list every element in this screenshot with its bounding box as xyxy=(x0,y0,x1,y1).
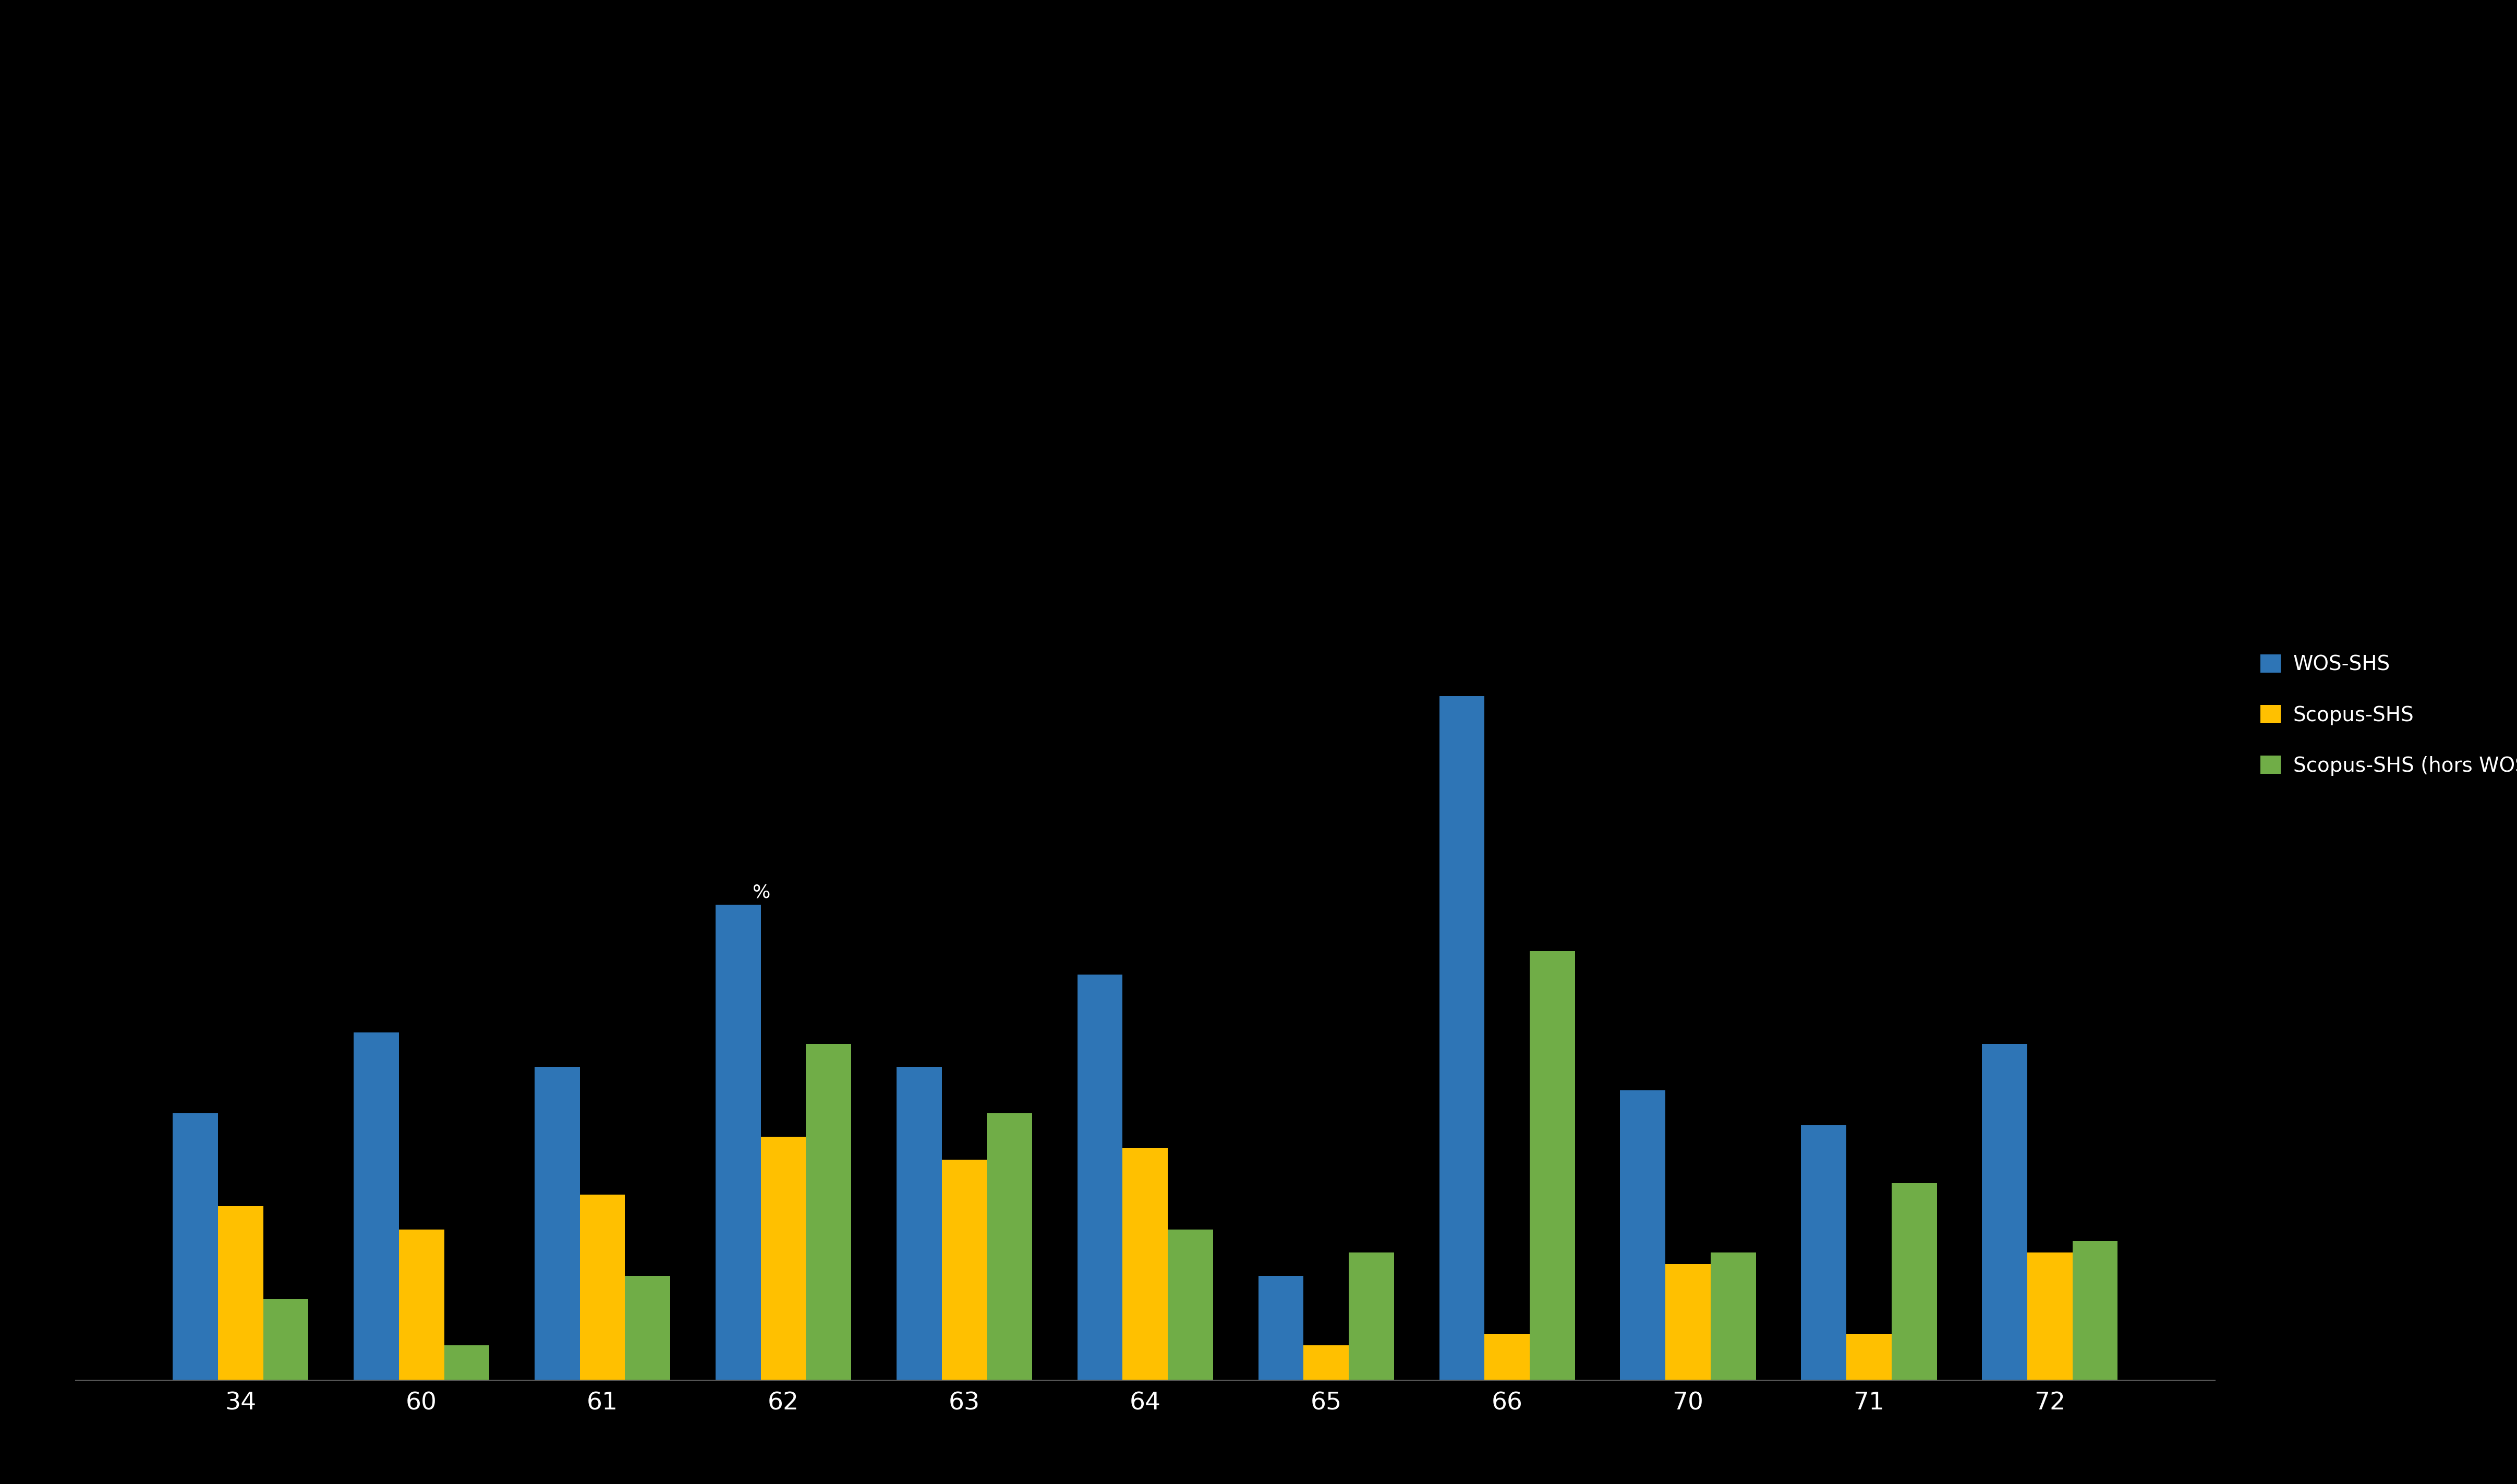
Bar xyxy=(398,1229,443,1380)
Bar xyxy=(534,1067,579,1380)
Legend: WOS-SHS, Scopus-SHS, Scopus-SHS (hors WOS-SHS): WOS-SHS, Scopus-SHS, Scopus-SHS (hors WO… xyxy=(2255,649,2517,782)
Bar xyxy=(1304,1346,1349,1380)
Bar xyxy=(1802,1125,1847,1380)
Bar xyxy=(805,1043,851,1380)
Bar xyxy=(2071,1241,2117,1380)
Bar xyxy=(1847,1334,1893,1380)
Bar xyxy=(1893,1183,1936,1380)
Bar xyxy=(1123,1149,1168,1380)
Bar xyxy=(896,1067,941,1380)
Bar xyxy=(1077,975,1123,1380)
Bar xyxy=(1530,951,1576,1380)
Bar xyxy=(715,905,760,1380)
Bar xyxy=(579,1195,624,1380)
Bar xyxy=(624,1276,670,1380)
Bar xyxy=(1666,1264,1712,1380)
Bar xyxy=(1485,1334,1530,1380)
Bar xyxy=(174,1113,219,1380)
Bar xyxy=(355,1033,398,1380)
Bar xyxy=(1258,1276,1304,1380)
Bar xyxy=(219,1206,264,1380)
Bar xyxy=(1349,1252,1394,1380)
Bar xyxy=(1168,1229,1213,1380)
Bar xyxy=(941,1160,987,1380)
Bar xyxy=(2026,1252,2071,1380)
Bar xyxy=(760,1137,805,1380)
Bar xyxy=(1981,1043,2026,1380)
Bar xyxy=(1712,1252,1757,1380)
Text: %: % xyxy=(753,884,770,901)
Bar xyxy=(443,1346,488,1380)
Bar xyxy=(1621,1091,1666,1380)
Bar xyxy=(264,1298,310,1380)
Bar xyxy=(987,1113,1032,1380)
Bar xyxy=(1440,696,1485,1380)
